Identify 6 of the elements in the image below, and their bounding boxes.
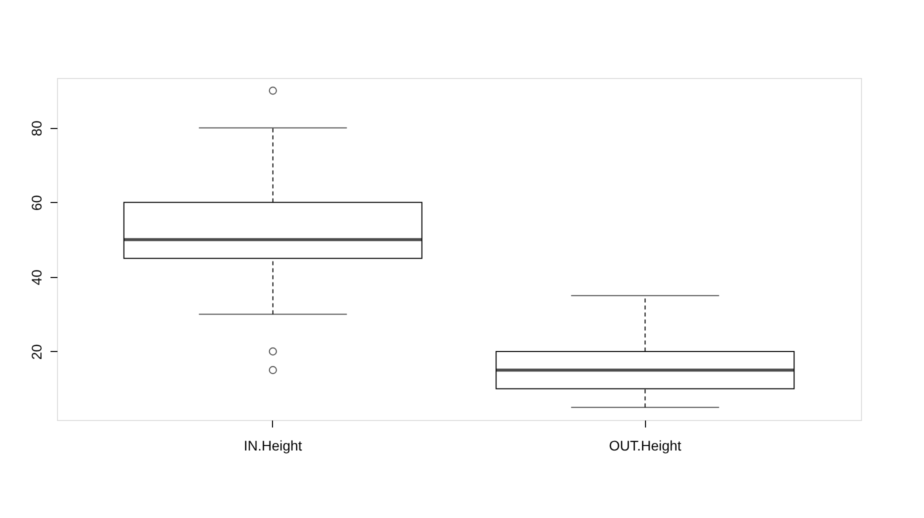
y-tick-label: 60 bbox=[28, 194, 44, 211]
x-tick-label: IN.Height bbox=[244, 438, 302, 454]
x-tick-label: OUT.Height bbox=[608, 438, 682, 454]
y-tick-label: 80 bbox=[28, 120, 44, 136]
y-tick-label: 20 bbox=[28, 344, 44, 360]
y-tick-label: 40 bbox=[28, 269, 44, 286]
